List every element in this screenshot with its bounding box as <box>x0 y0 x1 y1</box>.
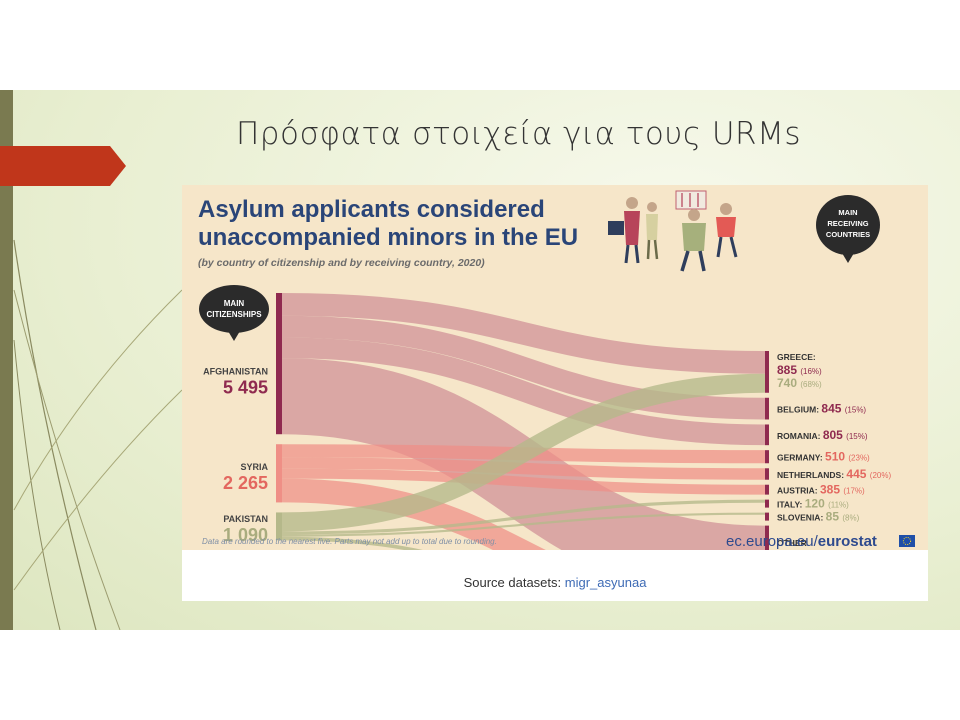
source-label-syria: SYRIA <box>240 462 268 472</box>
target-pct-italy: (11%) <box>828 501 849 510</box>
flow-syria-other-eu-member-states <box>281 478 546 550</box>
target-bar-slovenia <box>765 512 769 521</box>
target-label-other-eu-member-states-0: OTHER <box>777 538 807 548</box>
left-accent-bar <box>0 90 13 630</box>
infographic-subtitle: (by country of citizenship and by receiv… <box>198 257 485 269</box>
flow-pakistan-slovenia <box>281 512 766 537</box>
source-bar-afghanistan <box>276 293 282 435</box>
target-label-slovenia: SLOVENIA: 85 (8%) <box>777 510 860 524</box>
target-label-greece-0: GREECE: <box>777 352 816 362</box>
eu-flag-icon <box>899 535 915 547</box>
target-bar-belgium <box>765 397 769 420</box>
source-link[interactable]: migr_asyunaa <box>564 575 647 590</box>
site-prefix: ec.europa.eu/ <box>726 533 818 550</box>
footnote: Data are rounded to the nearest five. Pa… <box>202 537 497 546</box>
source-value-pakistan: 1 090 <box>223 525 268 545</box>
target-pct-austria: (17%) <box>843 487 865 496</box>
right-badge: MAIN RECEIVING COUNTRIES <box>816 195 880 263</box>
node-layer <box>276 293 769 550</box>
target-bar-romania <box>765 424 769 446</box>
flow-pakistan-italy <box>281 499 766 535</box>
flow-afghanistan-greece <box>281 292 766 374</box>
right-badge-line3: COUNTRIES <box>826 230 870 239</box>
target-pct-belgium: (15%) <box>845 406 867 415</box>
target-bar-greece <box>765 351 769 393</box>
target-bar-austria <box>765 484 769 495</box>
right-badge-line2: RECEIVING <box>827 219 868 228</box>
target-bar-germany <box>765 450 769 464</box>
slide-title: Πρόσφατα στοιχεία για τους URMs <box>236 116 801 152</box>
flow-syria-austria <box>281 468 766 495</box>
target-bar-italy <box>765 499 769 508</box>
target-pct-romania: (15%) <box>846 432 868 441</box>
source-bar-syria <box>276 444 282 503</box>
target-value-italy: 120 <box>805 497 828 511</box>
target-bar-netherlands <box>765 468 769 480</box>
eurostat-site[interactable]: ec.europa.eu/eurostat <box>726 533 877 550</box>
decorative-curves <box>13 239 183 630</box>
infographic-title-line1: Asylum applicants considered <box>198 196 545 223</box>
right-badge-line1: MAIN <box>838 208 857 217</box>
target-value-greece-pakistan: 740 (68%) <box>777 376 822 390</box>
target-value-greece-afghanistan: 885 (16%) <box>777 363 822 377</box>
target-value-netherlands: 445 <box>846 467 869 481</box>
target-value-germany: 510 <box>825 450 848 464</box>
red-arrow-tab <box>0 146 126 186</box>
source-label-afghanistan: AFGHANISTAN <box>203 367 268 377</box>
target-bar-other-eu-member-states <box>765 525 769 550</box>
source-label: Source datasets: <box>463 575 562 590</box>
infographic-footer <box>182 550 928 598</box>
flow-syria-netherlands <box>281 457 766 480</box>
left-badge-line2: CITIZENSHIPS <box>206 310 262 319</box>
target-label-netherlands: NETHERLANDS: 445 (20%) <box>777 467 891 481</box>
target-label-austria: AUSTRIA: 385 (17%) <box>777 483 865 497</box>
target-pct-netherlands: (20%) <box>870 471 892 480</box>
infographic-title-line2: unaccompanied minors in the EU <box>198 224 578 251</box>
target-value-romania: 805 <box>823 428 846 442</box>
source-bar-pakistan <box>276 512 282 541</box>
people-illustration <box>608 190 738 272</box>
flow-afghanistan-romania <box>281 337 766 446</box>
source-label-pakistan: PAKISTAN <box>223 514 268 524</box>
target-label-romania: ROMANIA: 805 (15%) <box>777 428 868 442</box>
target-pct-germany: (23%) <box>848 454 870 463</box>
site-brand: eurostat <box>817 533 877 550</box>
left-badge: MAIN CITIZENSHIPS <box>199 285 269 341</box>
source-line: Source datasets: migr_asyunaa <box>182 575 928 590</box>
target-value-slovenia: 85 <box>826 510 843 524</box>
flow-pakistan-greece <box>281 373 766 532</box>
target-label-belgium: BELGIUM: 845 (15%) <box>777 402 866 416</box>
infographic: AFGHANISTAN 5 495 SYRIA 2 265 PAKISTAN 1 090 G… <box>182 185 928 601</box>
target-label-germany: GERMANY: 510 (23%) <box>777 450 870 464</box>
target-value-belgium: 845 <box>821 402 844 416</box>
source-value-afghanistan: 5 495 <box>223 378 268 398</box>
flow-afghanistan-belgium <box>281 315 766 420</box>
left-badge-line1: MAIN <box>224 299 245 308</box>
source-value-syria: 2 265 <box>223 473 268 493</box>
target-label-italy: ITALY: 120 (11%) <box>777 497 849 511</box>
slide: Πρόσφατα στοιχεία για τους URMs AFGHANIS… <box>0 90 960 630</box>
target-pct-slovenia: (8%) <box>842 514 859 523</box>
target-label-other-eu-member-states-1: EU MEMBER STATES: <box>777 548 867 550</box>
flow-layer <box>281 292 766 550</box>
target-value-austria: 385 <box>820 483 843 497</box>
flow-pakistan-other-eu-member-states <box>281 536 423 550</box>
